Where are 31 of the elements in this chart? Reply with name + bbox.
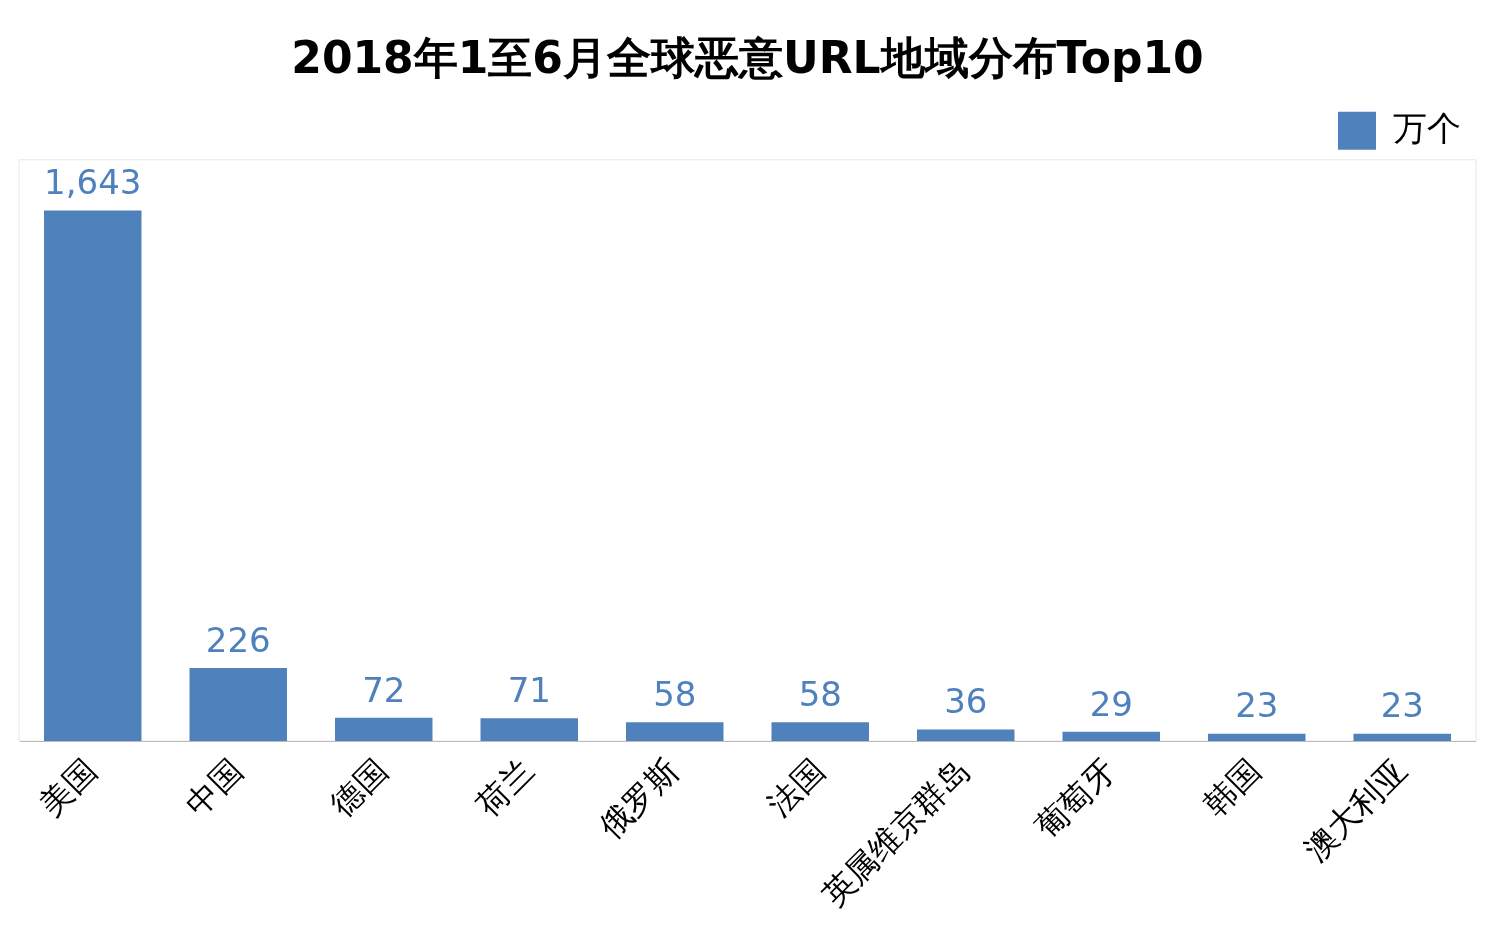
data-label: 29 xyxy=(1089,683,1133,724)
x-tick-label: 韩国 xyxy=(1196,751,1269,824)
bar xyxy=(626,722,724,742)
bar xyxy=(917,729,1015,742)
bar xyxy=(1062,731,1160,742)
data-label: 226 xyxy=(205,619,271,660)
x-tick-label: 澳大利亚 xyxy=(1296,751,1414,869)
data-label: 1,643 xyxy=(44,162,142,203)
data-label: 58 xyxy=(653,674,697,715)
chart-title: 2018年1至6月全球恶意URL地域分布Top10 xyxy=(291,31,1204,83)
x-tick-label: 俄罗斯 xyxy=(591,751,687,847)
data-label: 72 xyxy=(362,669,406,710)
x-tick-label: 德国 xyxy=(323,751,396,824)
bar xyxy=(480,718,578,742)
bar xyxy=(771,722,869,742)
x-tick-label: 中国 xyxy=(177,751,250,824)
x-tick-label: 美国 xyxy=(32,751,105,824)
bar xyxy=(1353,733,1451,742)
bar xyxy=(1208,733,1306,742)
x-tick-label: 法国 xyxy=(759,751,832,824)
data-label: 23 xyxy=(1235,685,1279,726)
data-label: 71 xyxy=(507,669,551,710)
data-label: 23 xyxy=(1380,685,1424,726)
bar xyxy=(189,668,287,742)
data-label: 36 xyxy=(944,681,988,722)
x-tick-label: 荷兰 xyxy=(468,751,541,824)
legend-label: 万个 xyxy=(1393,107,1461,148)
data-label: 58 xyxy=(798,674,842,715)
bar xyxy=(44,210,142,742)
x-tick-label: 葡萄牙 xyxy=(1028,751,1123,847)
bar xyxy=(335,717,433,742)
